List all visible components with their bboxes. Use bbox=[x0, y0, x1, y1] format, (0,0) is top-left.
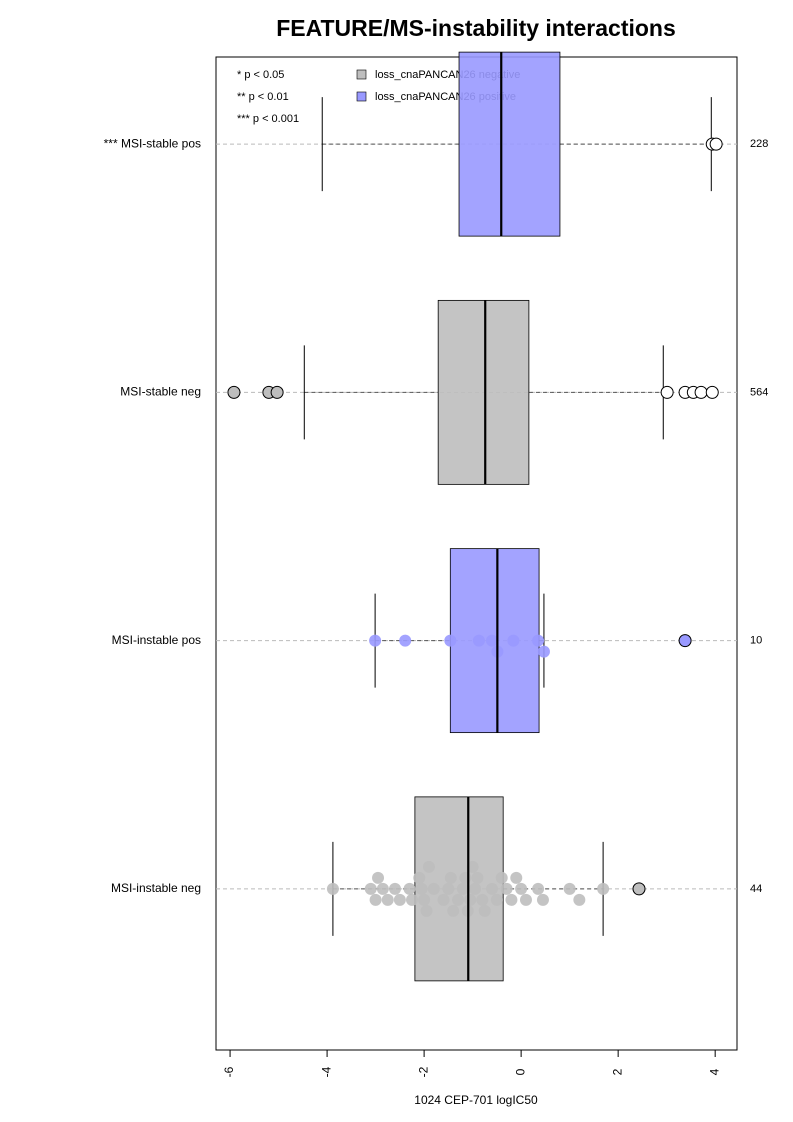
data-point bbox=[500, 882, 513, 895]
group-count: 564 bbox=[750, 386, 768, 398]
data-point bbox=[326, 882, 339, 895]
data-point bbox=[415, 882, 428, 895]
data-point bbox=[452, 893, 465, 906]
data-point bbox=[364, 882, 377, 895]
data-point bbox=[563, 882, 576, 895]
box bbox=[458, 51, 561, 237]
data-point bbox=[459, 871, 472, 884]
x-tick-label: -4 bbox=[319, 1066, 333, 1077]
data-point bbox=[456, 882, 469, 895]
data-point bbox=[376, 882, 389, 895]
data-point bbox=[536, 893, 549, 906]
data-point bbox=[447, 904, 460, 917]
x-tick-label: -6 bbox=[222, 1066, 236, 1077]
data-point bbox=[420, 904, 433, 917]
data-point bbox=[472, 634, 485, 647]
data-point bbox=[495, 871, 508, 884]
data-point bbox=[399, 634, 412, 647]
data-point bbox=[505, 893, 518, 906]
significance-note: ** p < 0.01 bbox=[237, 91, 289, 103]
group-count: 228 bbox=[750, 138, 768, 150]
outlier bbox=[660, 385, 674, 399]
data-point bbox=[444, 634, 457, 647]
box bbox=[437, 299, 530, 485]
group-label: MSI-stable neg bbox=[120, 385, 201, 399]
data-point bbox=[469, 882, 482, 895]
data-point bbox=[405, 893, 418, 906]
data-point bbox=[413, 871, 426, 884]
data-point bbox=[393, 893, 406, 906]
data-point bbox=[418, 893, 431, 906]
data-point bbox=[369, 893, 382, 906]
data-point bbox=[515, 882, 528, 895]
data-point bbox=[532, 882, 545, 895]
group-label: *** MSI-stable pos bbox=[104, 136, 201, 150]
x-axis-label: 1024 CEP-701 logIC50 bbox=[414, 1093, 538, 1107]
data-point bbox=[427, 882, 440, 895]
data-point bbox=[369, 634, 382, 647]
x-tick-label: -2 bbox=[416, 1066, 430, 1077]
data-point bbox=[573, 893, 586, 906]
group-label: MSI-instable pos bbox=[112, 633, 201, 647]
outlier bbox=[227, 385, 241, 399]
data-point bbox=[632, 882, 646, 896]
data-point bbox=[510, 871, 523, 884]
significance-note: * p < 0.05 bbox=[237, 69, 284, 81]
data-point bbox=[537, 645, 550, 658]
data-point bbox=[486, 882, 499, 895]
data-point bbox=[422, 860, 435, 873]
data-point bbox=[597, 882, 610, 895]
data-point bbox=[444, 871, 457, 884]
data-point bbox=[437, 893, 450, 906]
data-point bbox=[381, 893, 394, 906]
data-point bbox=[442, 882, 455, 895]
outlier bbox=[709, 137, 723, 151]
outlier bbox=[694, 385, 708, 399]
data-point bbox=[486, 634, 499, 647]
data-point bbox=[519, 893, 532, 906]
data-point bbox=[532, 634, 545, 647]
data-point bbox=[372, 871, 385, 884]
group-count: 10 bbox=[750, 635, 762, 647]
x-tick-label: 0 bbox=[513, 1068, 527, 1075]
data-point bbox=[464, 893, 477, 906]
data-point bbox=[507, 634, 520, 647]
data-point bbox=[478, 904, 491, 917]
group-label: MSI-instable neg bbox=[111, 881, 201, 895]
data-point bbox=[466, 860, 479, 873]
outlier bbox=[705, 385, 719, 399]
x-tick-label: 2 bbox=[610, 1068, 624, 1075]
x-tick-label: 4 bbox=[707, 1068, 721, 1075]
data-point bbox=[389, 882, 402, 895]
data-point bbox=[490, 893, 503, 906]
chart-title: FEATURE/MS-instability interactions bbox=[276, 15, 676, 41]
data-point bbox=[678, 634, 692, 648]
data-point bbox=[476, 893, 489, 906]
data-point bbox=[403, 882, 416, 895]
legend-swatch bbox=[356, 91, 367, 102]
legend-swatch bbox=[356, 69, 367, 80]
outlier bbox=[270, 385, 284, 399]
data-point bbox=[471, 871, 484, 884]
significance-note: *** p < 0.001 bbox=[237, 113, 299, 125]
group-count: 44 bbox=[750, 883, 762, 895]
